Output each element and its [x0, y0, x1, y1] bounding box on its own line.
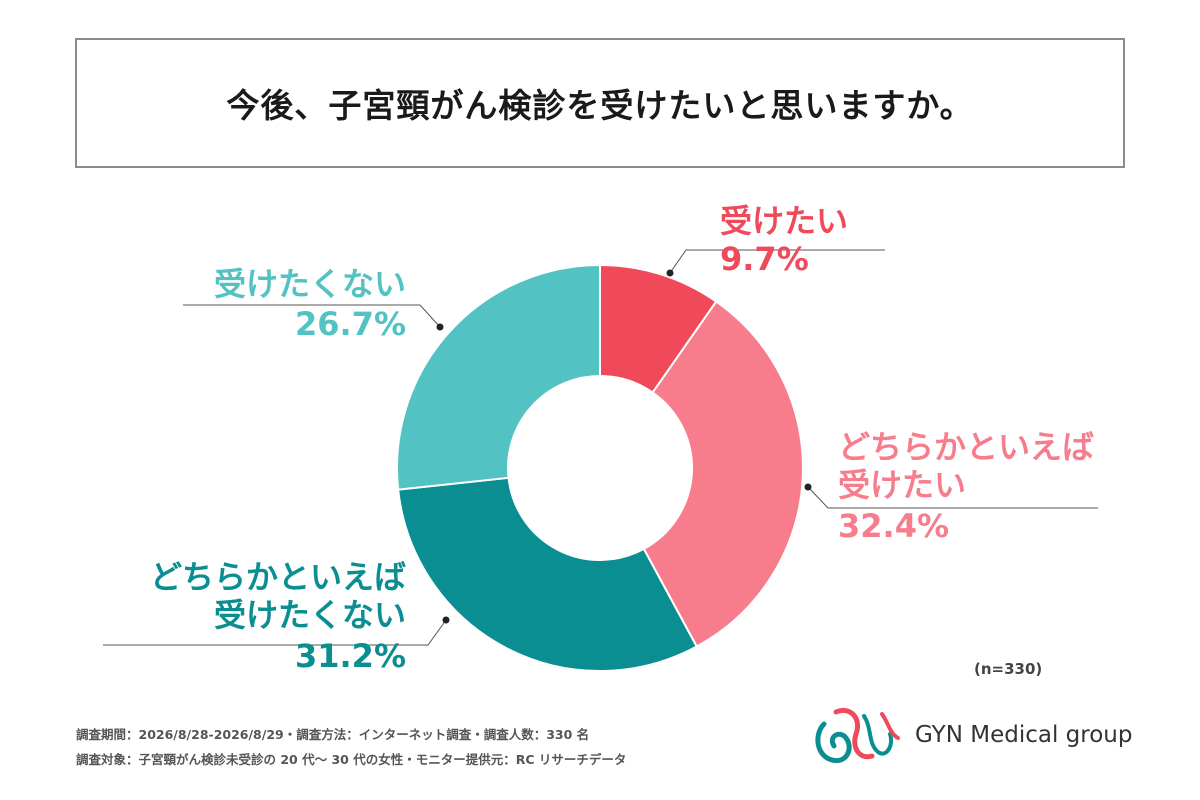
- label-dochiraka-uketakunai-line2: 受けたくない: [213, 596, 406, 635]
- sample-size-note: (n=330): [974, 660, 1043, 678]
- label-dochiraka-uketai-line1: どちらかといえば: [838, 428, 1095, 466]
- leader-line-0: [669, 249, 885, 274]
- title-box: 今後、子宮頸がん検診を受けたいと思いますか。: [75, 38, 1125, 168]
- label-dochiraka-uketai: どちらかといえば 受けたい 32.4%: [838, 428, 1094, 545]
- label-dochiraka-uketai-value: 32.4%: [838, 506, 950, 545]
- donut-slice-3: [396, 263, 601, 491]
- label-dochiraka-uketakunai-line1: どちらかといえば: [149, 558, 406, 596]
- chart-title: 今後、子宮頸がん検診を受けたいと思いますか。: [226, 86, 974, 125]
- label-dochiraka-uketai-line2: 受けたい: [838, 466, 967, 505]
- label-dochiraka-uketakunai: どちらかといえば 受けたくない 31.2%: [138, 558, 406, 675]
- label-uketakunai-text: 受けたくない: [213, 265, 406, 303]
- leader-dot-1: [804, 483, 812, 491]
- leader-dot-0: [666, 269, 674, 277]
- label-dochiraka-uketakunai-value: 31.2%: [294, 636, 406, 675]
- leader-dot-3: [436, 323, 444, 331]
- footer-line-1: 調査期間：2026/8/28-2026/8/29・調査方法：インターネット調査・…: [76, 727, 590, 742]
- leader-line-3: [183, 304, 441, 328]
- leader-dot-2: [442, 616, 450, 624]
- gyn-logo-icon: [815, 708, 900, 764]
- footer-line-2: 調査対象：子宮頸がん検診未受診の 20 代〜 30 代の女性・モニター提供元：R…: [76, 752, 627, 767]
- label-uketai-text: 受けたい: [720, 202, 849, 240]
- donut-slice-2: [397, 476, 699, 672]
- label-uketakunai: 受けたくない 26.7%: [190, 265, 406, 344]
- label-uketai-value: 9.7%: [720, 240, 809, 279]
- donut-slice-1: [642, 300, 804, 648]
- label-uketai: 受けたい 9.7%: [720, 202, 848, 279]
- leader-line-1: [807, 486, 1098, 509]
- label-uketakunai-value: 26.7%: [294, 305, 406, 344]
- logo-text: GYN Medical group: [915, 722, 1133, 748]
- leader-line-2: [103, 619, 447, 646]
